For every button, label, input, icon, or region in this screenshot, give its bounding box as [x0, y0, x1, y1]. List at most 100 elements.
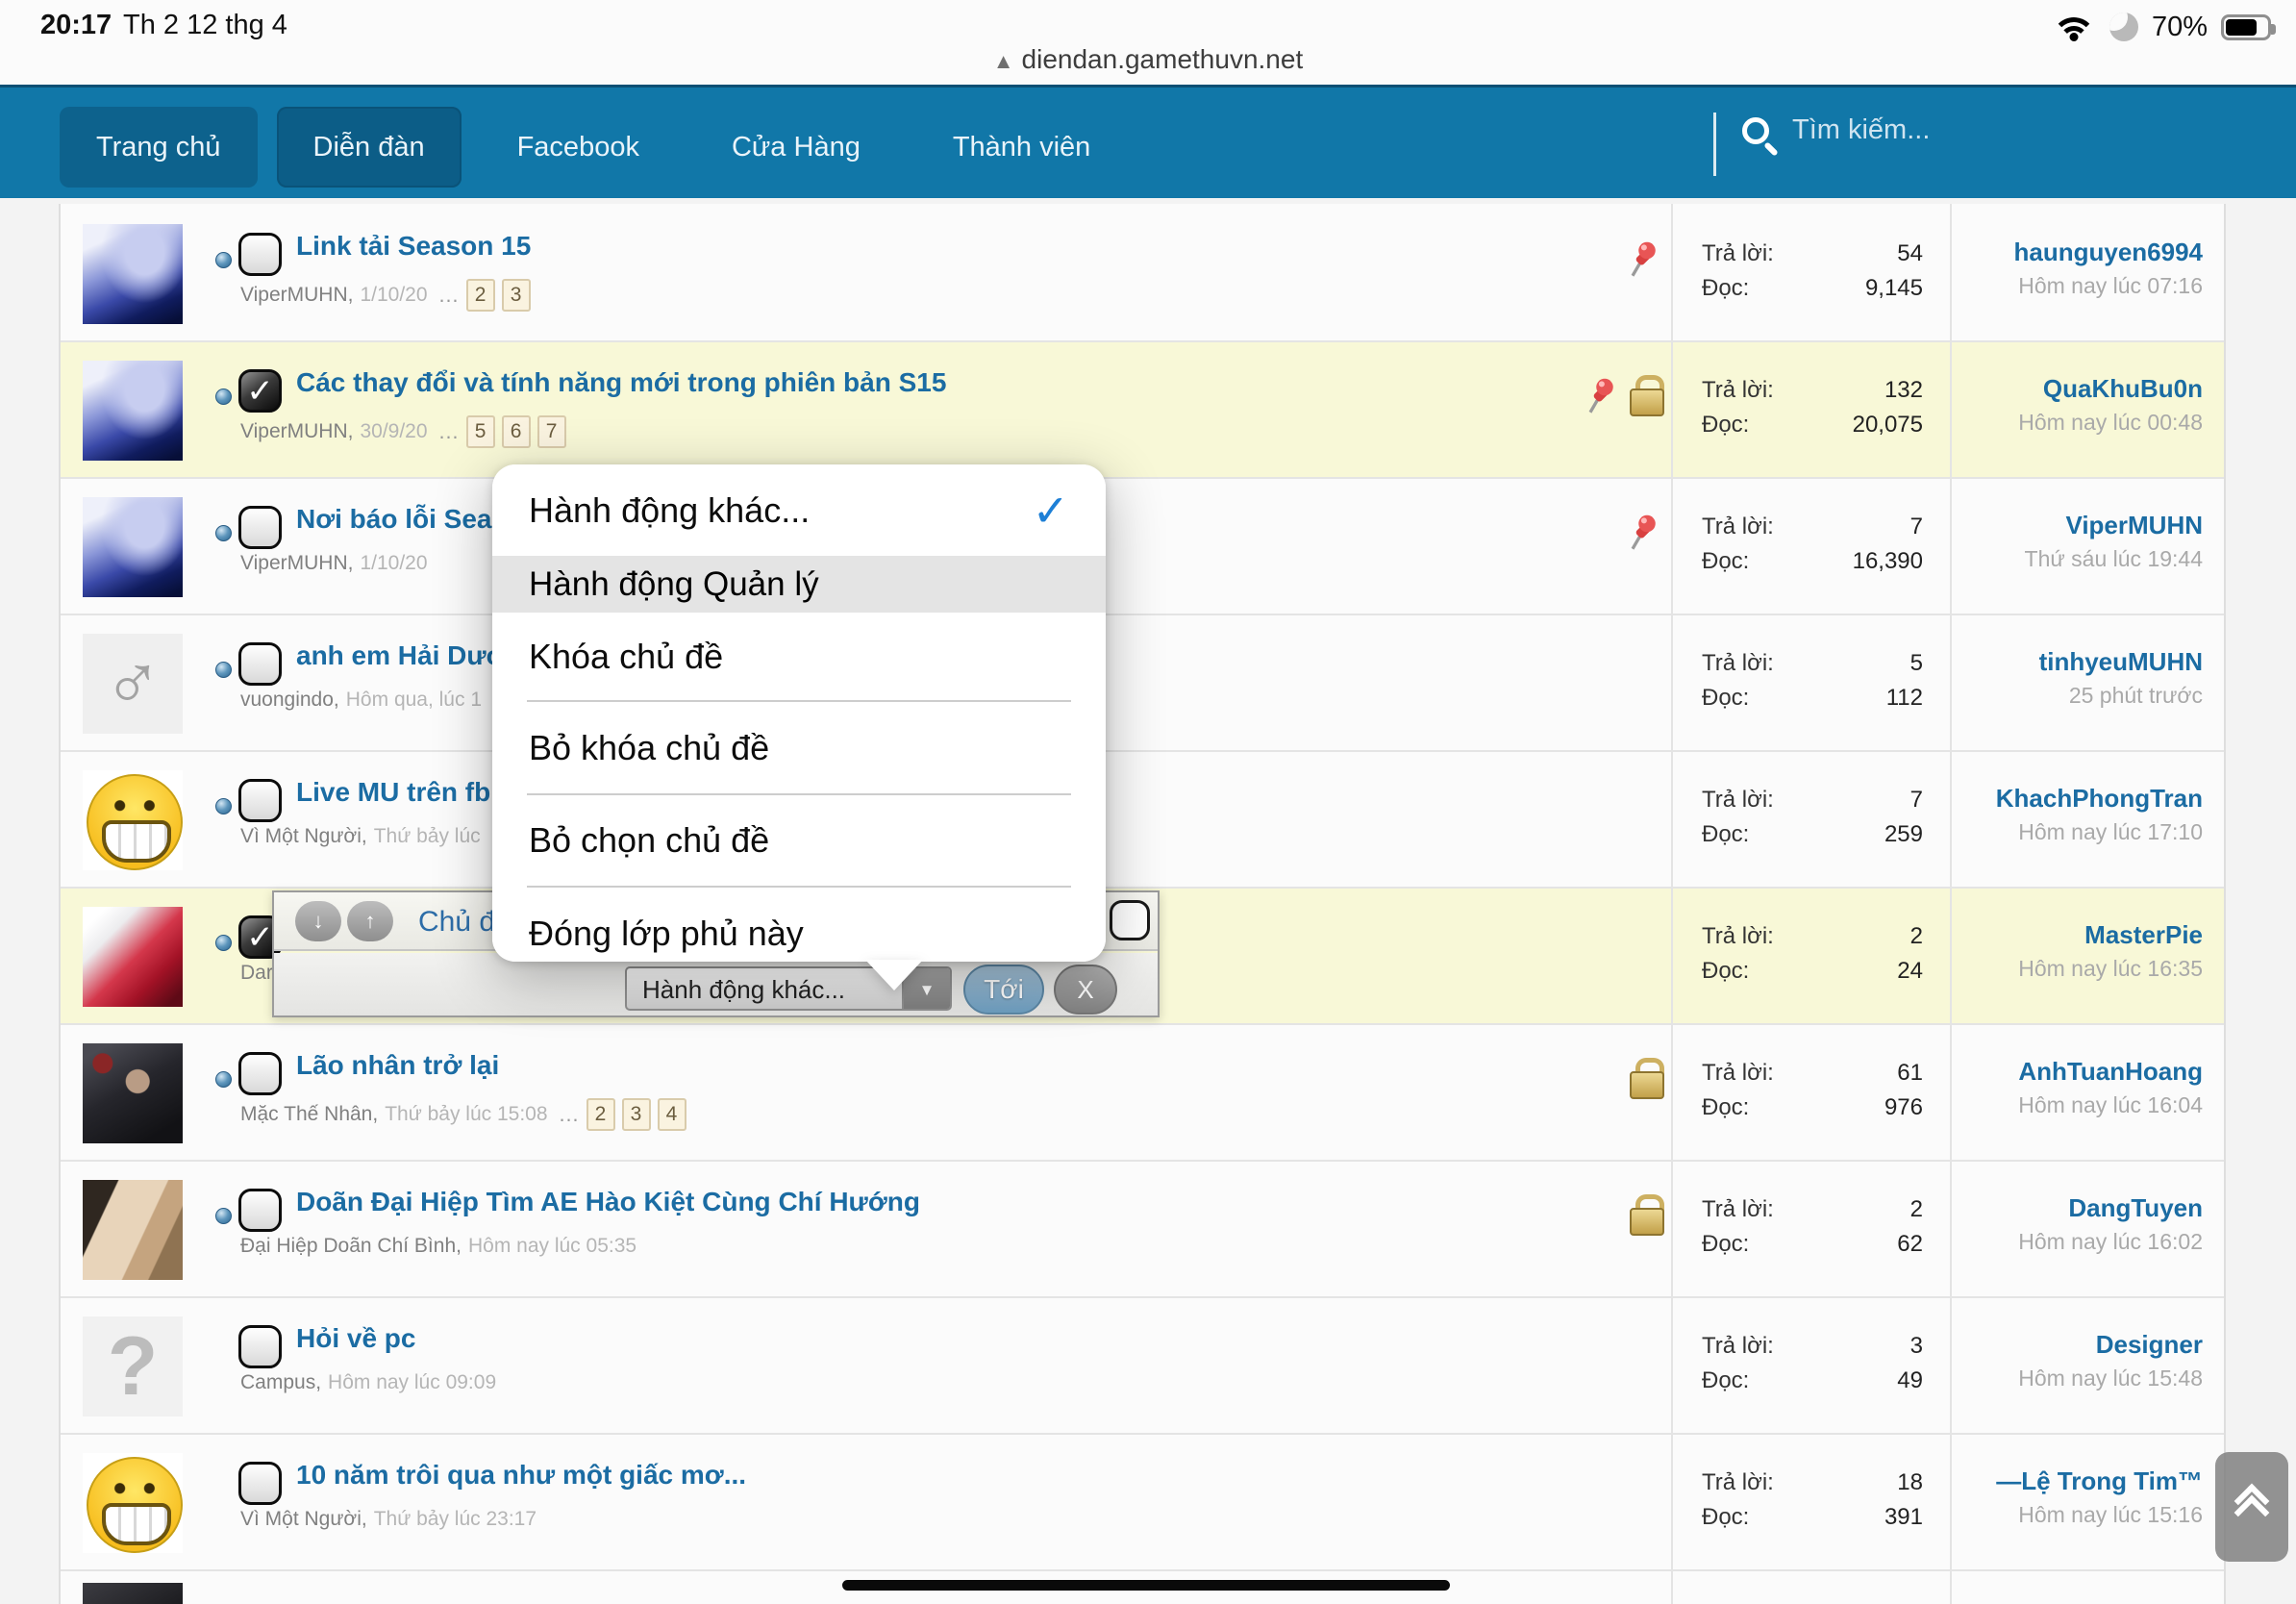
thread-title-link[interactable]: 10 năm trôi qua như một giấc mơ...	[296, 1460, 747, 1490]
close-panel-button[interactable]: X	[1054, 965, 1117, 1015]
nav-tab-4[interactable]: Cửa Hàng	[731, 132, 861, 163]
thread-author[interactable]: Mặc Thế Nhân,	[240, 1103, 379, 1125]
thread-stats: Trả lời: 5 Đọc: 112	[1671, 615, 1950, 752]
portrait-photo-avatar[interactable]	[83, 1180, 183, 1280]
search-input[interactable]: Tìm kiếm...	[1742, 114, 1930, 146]
popup-option-6[interactable]: Đóng lớp phủ này	[492, 888, 1106, 962]
page-badge[interactable]: 4	[657, 1098, 686, 1131]
thread-date: Thứ bảy lúc 23:17	[373, 1508, 537, 1530]
page-badge[interactable]: 2	[465, 279, 495, 312]
nav-tab-1[interactable]: Trang chủ	[60, 107, 258, 188]
last-post: KhachPhongTran Hôm nay lúc 17:10	[1950, 752, 2224, 889]
thread-meta: Vì Một Người, Thứ bảy lúc 23:17 …	[240, 1508, 537, 1531]
thread-date: Hôm qua, lúc 1	[345, 689, 483, 711]
grin-emoji-avatar[interactable]	[83, 1453, 183, 1553]
thread-author[interactable]: ViperMUHN,	[240, 552, 354, 574]
thread-title-link[interactable]: Các thay đổi và tính năng mới trong phiê…	[296, 367, 947, 397]
thread-author[interactable]: vuongindo,	[240, 689, 339, 711]
last-post-time: 25 phút trước	[2068, 683, 2203, 708]
thread-checkbox[interactable]	[238, 1462, 282, 1505]
move-down-button[interactable]: ↓	[295, 901, 341, 941]
popup-option-4[interactable]: Bỏ khóa chủ đề	[492, 702, 1106, 793]
last-post-user[interactable]: MasterPie	[2084, 920, 2203, 949]
last-post-user[interactable]: AnhTuanHoang	[2018, 1057, 2203, 1086]
last-post: tinhyeuMUHN 25 phút trước	[1950, 615, 2224, 752]
thread-author[interactable]: Vì Một Người,	[240, 825, 367, 847]
popup-option-1[interactable]: Hành động khác... ✓	[492, 464, 1106, 556]
thread-checkbox[interactable]	[238, 1052, 282, 1095]
reads-label: Đọc:	[1702, 1231, 1750, 1257]
thread-checkbox[interactable]	[238, 506, 282, 549]
dragon-art-avatar[interactable]	[83, 497, 183, 597]
thread-title-link[interactable]: Nơi báo lỗi Seas	[296, 504, 508, 534]
dragon-art-avatar[interactable]	[83, 224, 183, 324]
move-up-button[interactable]: ↑	[347, 901, 393, 941]
last-post-user[interactable]: Designer	[2095, 1330, 2203, 1359]
male-symbol-avatar[interactable]: ♂	[83, 634, 183, 734]
thread-author[interactable]: ViperMUHN,	[240, 284, 354, 306]
last-post-user[interactable]: haunguyen6994	[2013, 238, 2203, 266]
page-badge[interactable]: 3	[501, 279, 531, 312]
dragon-art-avatar[interactable]	[83, 361, 183, 461]
thread-author[interactable]: Đại Hiệp Doãn Chí Bình,	[240, 1235, 462, 1257]
replies-label: Trả lời:	[1702, 240, 1774, 266]
reads-label: Đọc:	[1702, 685, 1750, 711]
last-post-user[interactable]: —Lệ Trong Tim™	[1996, 1466, 2203, 1495]
thread-author[interactable]: Vì Một Người,	[240, 1508, 367, 1530]
popup-option-5[interactable]: Bỏ chọn chủ đề	[492, 795, 1106, 886]
unread-bullet-icon	[215, 388, 232, 405]
last-post-user[interactable]: DangTuyen	[2068, 1193, 2203, 1222]
nav-tab-3[interactable]: Facebook	[516, 132, 639, 163]
url-domain: diendan.gamethuvn.net	[1021, 44, 1304, 74]
nav-tab-2[interactable]: Diễn đàn	[276, 107, 462, 188]
thread-checkbox[interactable]	[238, 779, 282, 822]
thread-meta: Dar …	[240, 962, 280, 985]
search-icon	[1742, 116, 1769, 144]
thread-title-link[interactable]: Live MU trên fb n	[296, 777, 515, 807]
question-mark-avatar[interactable]: ?	[83, 1316, 183, 1416]
thread-checkbox[interactable]	[238, 642, 282, 686]
red-art-avatar[interactable]	[83, 907, 183, 1007]
status-date: Th 2 12 thg 4	[123, 10, 287, 40]
page-badge[interactable]: 5	[465, 415, 495, 448]
thread-author[interactable]: ViperMUHN,	[240, 420, 354, 442]
unread-bullet-icon	[215, 252, 232, 268]
thread-date: 1/10/20	[360, 552, 428, 574]
address-bar[interactable]: ▲ diendan.gamethuvn.net	[0, 44, 2296, 75]
last-post-user[interactable]: QuaKhuBu0n	[2042, 374, 2203, 403]
page-badge[interactable]: 7	[537, 415, 566, 448]
dark-photo-avatar[interactable]	[83, 1043, 183, 1143]
go-button[interactable]: Tới	[963, 965, 1044, 1015]
thread-author[interactable]: Campus,	[240, 1371, 322, 1393]
last-post-user[interactable]: ViperMUHN	[2065, 511, 2203, 539]
thread-title-link[interactable]: anh em Hải Dươ	[296, 640, 506, 670]
thread-title-link[interactable]: Lão nhân trở lại	[296, 1050, 500, 1080]
grin-emoji-avatar[interactable]	[83, 770, 183, 870]
last-post-user[interactable]: tinhyeuMUHN	[2038, 647, 2203, 676]
reads-count: 20,075	[1852, 412, 1923, 438]
thread-checkbox[interactable]	[238, 233, 282, 276]
page-badge[interactable]: 6	[501, 415, 531, 448]
last-post: QuaKhuBu0n Hôm nay lúc 00:48	[1950, 342, 2224, 479]
moderation-panel-actions: Hành động khác... ▼ Tới X	[274, 953, 1158, 1015]
last-post-user[interactable]: KhachPhongTran	[1995, 784, 2203, 813]
thread-title-link[interactable]: Hỏi về pc	[296, 1323, 416, 1353]
thread-author[interactable]: Dar	[240, 962, 273, 984]
site-navbar: Trang chủ Diễn đàn Facebook Cửa Hàng Thành v…	[0, 85, 2296, 198]
avatar	[83, 1583, 183, 1604]
thread-title-link[interactable]: Link tải Season 15	[296, 231, 532, 261]
thread-checkbox[interactable]	[238, 1325, 282, 1368]
page-badge[interactable]: 2	[586, 1098, 615, 1131]
page-badge[interactable]: 3	[621, 1098, 651, 1131]
nav-tab-5[interactable]: Thành viên	[952, 132, 1091, 163]
select-all-checkbox[interactable]	[1110, 900, 1150, 940]
thread-checkbox[interactable]	[238, 1189, 282, 1232]
replies-count: 54	[1897, 240, 1923, 266]
thread-checkbox[interactable]: ✓	[238, 369, 282, 413]
thread-title-link[interactable]: Doãn Đại Hiệp Tìm AE Hào Kiệt Cùng Chí H…	[296, 1187, 920, 1216]
thread-flags	[1565, 512, 1661, 550]
popup-option-3[interactable]: Khóa chủ đề	[492, 613, 1106, 700]
scroll-to-top-button[interactable]	[2215, 1452, 2288, 1562]
table-row: ♂ anh em Hải Dươ vuongindo, Hôm qua, lúc…	[61, 615, 2224, 752]
